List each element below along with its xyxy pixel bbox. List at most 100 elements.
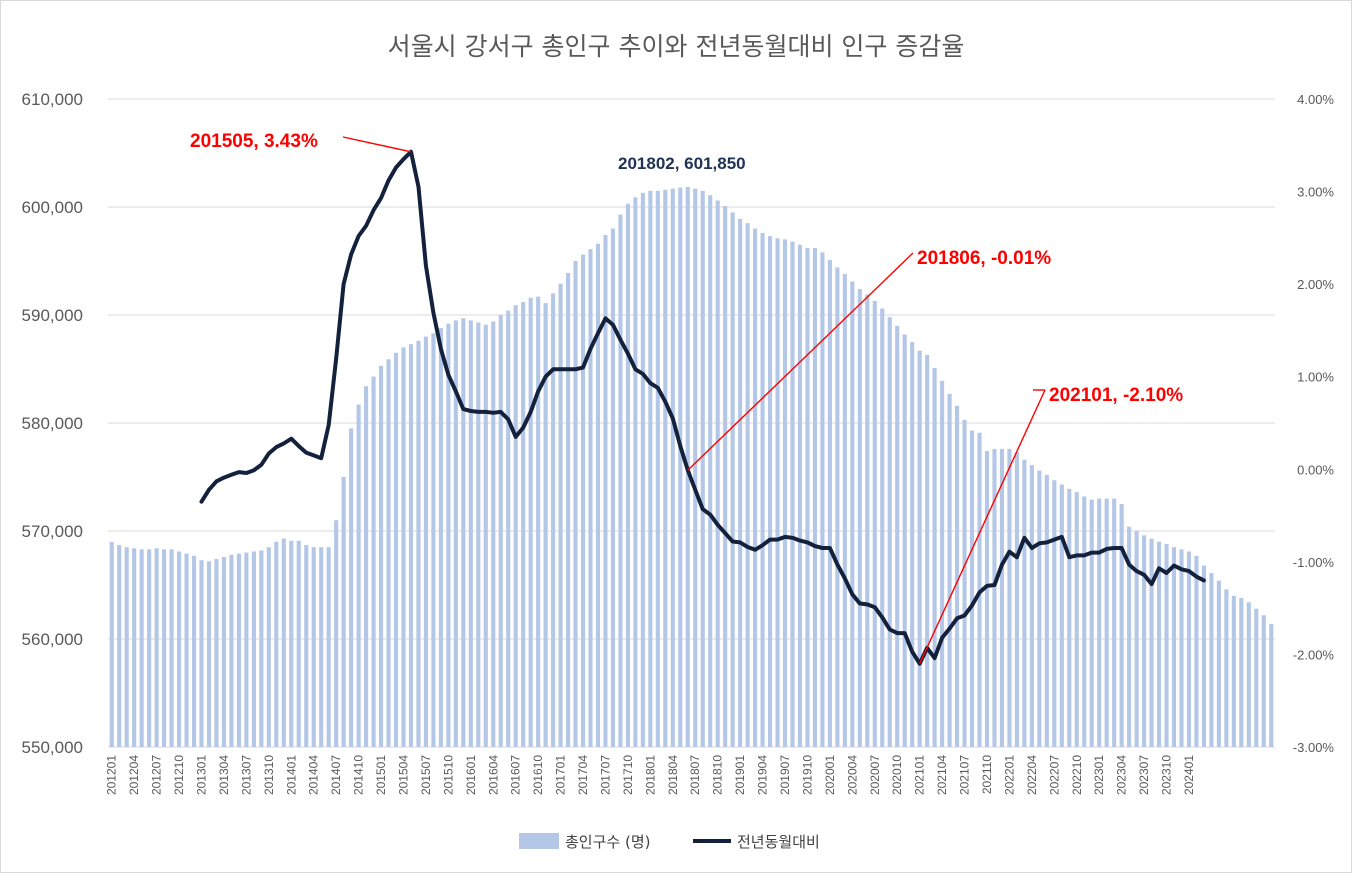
x-tick-label: 201907 <box>778 755 792 795</box>
population-bar <box>708 195 713 747</box>
x-tick-label: 201810 <box>711 755 725 795</box>
x-tick-label: 202010 <box>890 755 904 795</box>
population-bar <box>625 203 630 747</box>
population-bar <box>730 212 735 747</box>
population-bar <box>341 477 346 747</box>
population-bar <box>476 322 481 747</box>
population-bar <box>274 541 279 747</box>
population-bar <box>364 386 369 747</box>
x-tick-label: 202104 <box>935 755 949 795</box>
x-tick-label: 201207 <box>150 755 164 795</box>
x-tick-label: 202301 <box>1092 755 1106 795</box>
population-bar <box>543 303 548 747</box>
population-bar <box>416 340 421 747</box>
population-bar <box>865 294 870 747</box>
population-bar <box>573 261 578 747</box>
population-bar <box>917 350 922 747</box>
population-bar <box>618 214 623 747</box>
population-bar <box>1231 595 1236 747</box>
y2-tick-label: -3.00% <box>1293 740 1335 755</box>
y-tick-label: 610,000 <box>22 90 83 109</box>
population-bar <box>805 248 810 748</box>
population-bar <box>259 550 264 747</box>
population-bar <box>536 296 541 747</box>
annotation-leader <box>687 252 914 471</box>
y2-tick-label: 3.00% <box>1297 185 1334 200</box>
population-bar <box>857 289 862 747</box>
population-bar <box>955 405 960 747</box>
population-bar <box>378 365 384 747</box>
x-tick-label: 202207 <box>1047 755 1061 795</box>
population-bar <box>251 551 256 747</box>
x-tick-label: 201704 <box>576 755 590 795</box>
y2-tick-label: 4.00% <box>1297 92 1334 107</box>
population-bar <box>468 320 473 747</box>
population-bar <box>693 188 698 747</box>
y-tick-label: 560,000 <box>22 630 83 649</box>
y2-tick-label: 0.00% <box>1297 462 1334 477</box>
population-bar <box>797 244 803 748</box>
population-bar <box>902 334 907 747</box>
left-axis-ticks: 550,000 560,000 570,000 580,000 590,000 600,0… <box>22 90 83 757</box>
population-bar <box>1029 465 1034 747</box>
population-bar <box>408 344 414 747</box>
annotation-label: 201505, 3.43% <box>190 131 318 152</box>
x-tick-label: 201804 <box>666 755 680 795</box>
x-tick-label: 202004 <box>845 755 859 795</box>
y2-tick-label: -1.00% <box>1293 555 1335 570</box>
population-bar <box>880 308 885 747</box>
population-bar <box>528 297 533 747</box>
population-bar <box>633 197 638 747</box>
y-tick-label: 550,000 <box>22 738 83 757</box>
x-tick-label: 201904 <box>756 755 770 795</box>
x-tick-label: 201610 <box>531 755 545 795</box>
x-tick-label: 202304 <box>1115 755 1129 795</box>
population-bar <box>827 259 832 747</box>
population-bar <box>1194 555 1199 747</box>
population-bar <box>311 547 316 747</box>
population-bar <box>1014 452 1019 747</box>
x-tick-label: 201210 <box>172 755 186 795</box>
population-bar <box>1209 573 1214 747</box>
y2-tick-label: 1.00% <box>1297 370 1334 385</box>
legend-label-bars: 총인구수 (명) <box>565 833 650 851</box>
population-bar <box>850 281 855 747</box>
population-bar <box>640 192 645 747</box>
x-tick-label: 201304 <box>217 755 231 795</box>
population-bar <box>132 548 137 747</box>
population-bar <box>1134 531 1139 747</box>
x-tick-label: 202001 <box>823 755 837 795</box>
y-tick-label: 570,000 <box>22 522 83 541</box>
population-bar <box>513 305 518 747</box>
population-bar <box>1022 459 1027 747</box>
population-bar <box>184 553 189 747</box>
population-bar <box>304 545 309 747</box>
population-bar <box>1097 498 1102 747</box>
population-bars <box>109 187 1274 748</box>
population-bar <box>1127 526 1132 747</box>
population-bar <box>551 293 556 747</box>
population-bar <box>319 547 324 747</box>
population-bar <box>162 549 167 747</box>
annotation-label: 201806, -0.01% <box>917 248 1051 269</box>
population-bar <box>678 187 683 747</box>
x-tick-label: 202210 <box>1070 755 1084 795</box>
x-tick-label: 201710 <box>621 755 635 795</box>
population-bar <box>925 354 930 747</box>
gridlines <box>108 98 1275 748</box>
x-tick-label: 201201 <box>105 755 119 795</box>
x-tick-label: 201307 <box>239 755 253 795</box>
population-bar <box>371 376 376 747</box>
population-bar <box>431 333 436 747</box>
population-bar <box>872 300 877 747</box>
population-bar <box>1007 448 1012 747</box>
population-bar <box>999 448 1005 747</box>
population-bar <box>775 238 780 747</box>
x-tick-label: 202101 <box>913 755 927 795</box>
population-bar <box>1164 543 1169 747</box>
population-bar <box>1119 504 1124 747</box>
population-bar <box>1171 547 1177 747</box>
population-bar <box>1112 498 1117 747</box>
yoy-change-series <box>199 149 1206 666</box>
